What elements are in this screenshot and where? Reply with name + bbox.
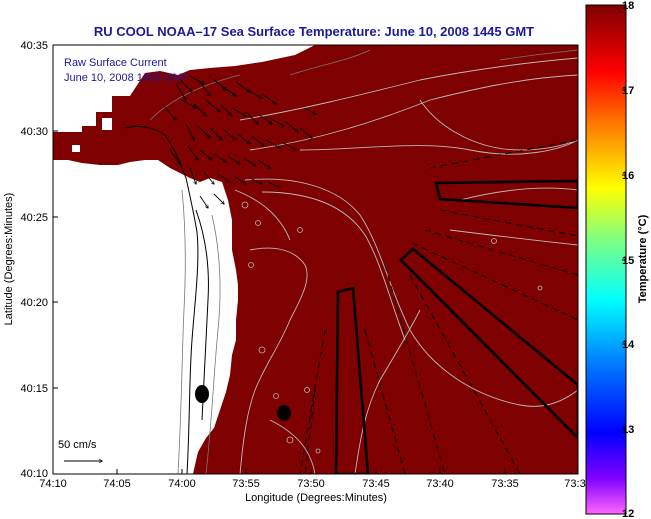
y-tick-label: 40:10 <box>20 468 48 480</box>
colorbar-tick: 16 <box>622 170 634 182</box>
x-tick-label: 74:05 <box>103 478 131 490</box>
land-notch <box>72 145 80 152</box>
surface-current-vectors <box>163 75 316 208</box>
x-tick-label: 73:40 <box>426 478 454 490</box>
current-legend-line1: Raw Surface Current <box>64 57 167 69</box>
current-legend-line2: June 10, 2008 1400 GMT <box>64 72 189 84</box>
x-tick-label: 74:10 <box>39 478 67 490</box>
map-title: RU COOL NOAA–17 Sea Surface Temperature:… <box>94 24 534 39</box>
y-tick-label: 40:25 <box>20 212 48 224</box>
y-tick-label: 40:20 <box>20 297 48 309</box>
land-notch <box>148 178 162 192</box>
survey-box-east <box>434 179 578 210</box>
y-tick-label: 40:35 <box>20 40 48 52</box>
land-notch <box>102 118 112 130</box>
sea-surface-temperature-field <box>53 45 578 474</box>
y-axis: 40:35 40:30 40:25 40:20 40:15 40:10 Lati… <box>3 40 58 480</box>
x-tick-label: 73:45 <box>362 478 390 490</box>
velocity-scale-label: 50 cm/s <box>58 439 97 451</box>
map-plot-area: Raw Surface Current June 10, 2008 1400 G… <box>53 45 578 474</box>
x-tick-label: 73:50 <box>297 478 325 490</box>
station-marker <box>277 405 291 421</box>
temperature-colorbar: 18 17 16 15 14 13 12 Temperature (°C) <box>585 0 649 519</box>
y-tick-label: 40:15 <box>20 383 48 395</box>
survey-box-diagonal <box>399 247 578 440</box>
x-axis: 74:10 74:05 74:00 73:55 73:50 73:45 73:4… <box>39 469 586 504</box>
plot-frame <box>52 44 579 475</box>
x-tick-label: 73:35 <box>491 478 519 490</box>
survey-polygons <box>334 179 578 474</box>
x-axis-label: Longitude (Degrees:Minutes) <box>245 492 387 504</box>
y-axis-label: Latitude (Degrees:Minutes) <box>3 193 15 326</box>
x-tick-label: 74:00 <box>168 478 196 490</box>
colorbar-tick: 14 <box>622 339 635 351</box>
survey-box-south <box>334 286 370 474</box>
colorbar-label: Temperature (°C) <box>637 214 649 303</box>
bathymetry-lines <box>149 49 578 474</box>
colorbar-tick: 18 <box>622 0 634 12</box>
colorbar-tick: 13 <box>622 424 634 436</box>
colorbar-tick: 15 <box>622 255 634 267</box>
colorbar-tick: 12 <box>622 508 634 519</box>
x-tick-label: 73:55 <box>232 478 260 490</box>
survey-track-lines <box>299 139 578 474</box>
contour-speckles <box>241 201 543 454</box>
y-tick-label: 40:30 <box>20 126 48 138</box>
colorbar-gradient <box>585 4 627 515</box>
x-tick-label: 73:3 <box>564 478 585 490</box>
colorbar-tick: 17 <box>622 85 634 97</box>
station-marker <box>195 385 209 403</box>
